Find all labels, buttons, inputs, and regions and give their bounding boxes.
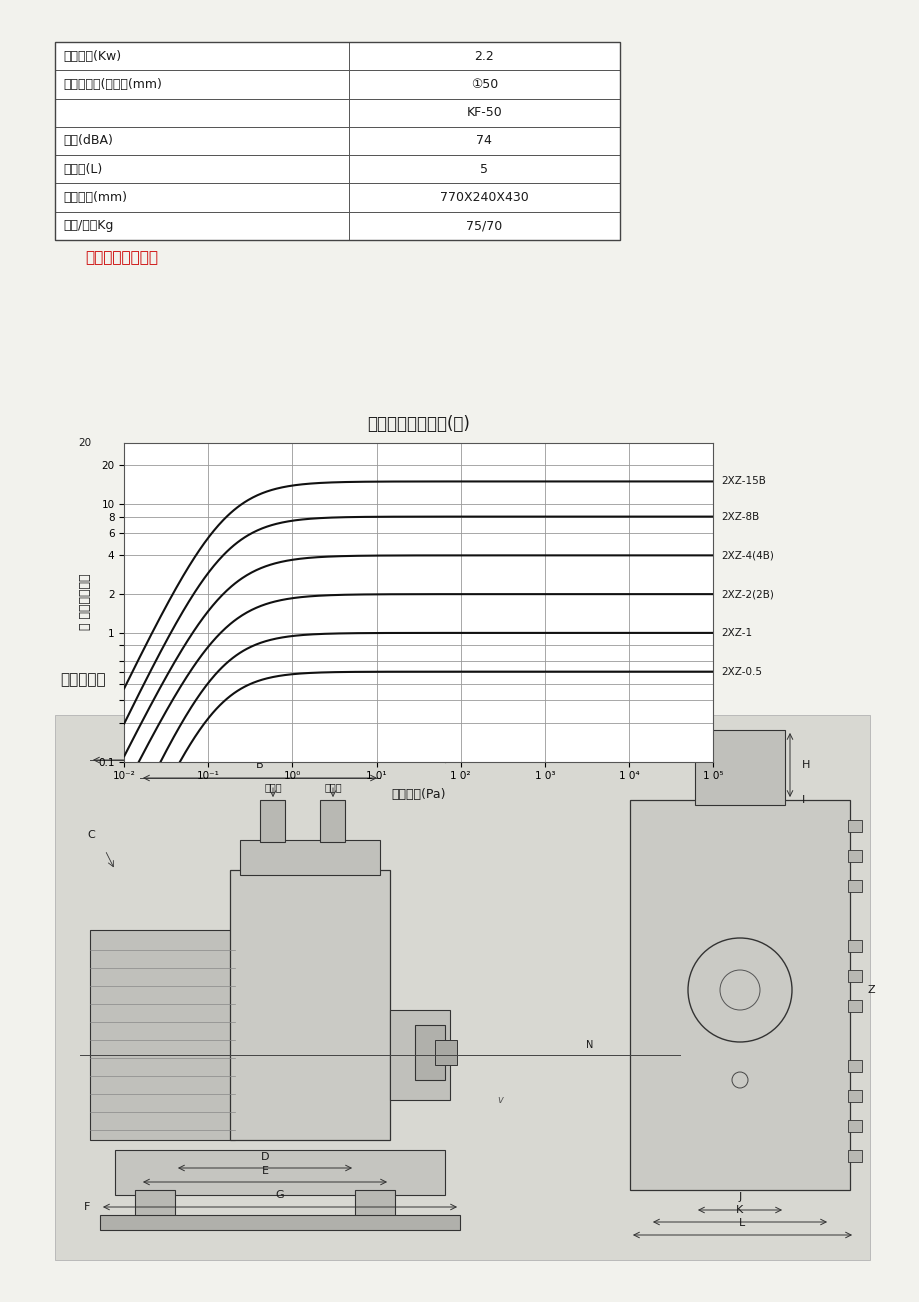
Text: L: L [738, 1217, 744, 1228]
Polygon shape [55, 212, 619, 240]
Title: 抽速特性曲线图图(四): 抽速特性曲线图图(四) [367, 415, 470, 432]
Text: 外形尺寸(mm): 外形尺寸(mm) [62, 191, 127, 204]
Polygon shape [55, 155, 619, 184]
Text: Z: Z [867, 986, 875, 995]
Polygon shape [100, 1215, 460, 1230]
Text: 2XZ-0.5: 2XZ-0.5 [720, 667, 762, 677]
Polygon shape [847, 1150, 861, 1161]
Polygon shape [390, 1010, 449, 1100]
Text: ①50: ①50 [471, 78, 497, 91]
Polygon shape [55, 126, 619, 155]
Text: 2XZ-15B: 2XZ-15B [720, 477, 766, 487]
Polygon shape [90, 930, 234, 1141]
Text: 770X240X430: 770X240X430 [439, 191, 528, 204]
Polygon shape [435, 1040, 457, 1065]
Text: B: B [255, 760, 264, 769]
Polygon shape [847, 880, 861, 892]
Text: I: I [801, 796, 804, 805]
Text: KF-50: KF-50 [466, 107, 502, 120]
Polygon shape [240, 840, 380, 875]
Polygon shape [55, 184, 619, 212]
Polygon shape [230, 870, 390, 1141]
Polygon shape [694, 730, 784, 805]
Text: 2XZ-4(4B): 2XZ-4(4B) [720, 551, 774, 560]
Text: v: v [496, 1095, 503, 1105]
Text: A: A [266, 742, 274, 753]
Text: 5: 5 [480, 163, 488, 176]
Polygon shape [847, 940, 861, 952]
Text: G: G [276, 1190, 284, 1200]
Polygon shape [55, 99, 619, 126]
Polygon shape [847, 820, 861, 832]
Polygon shape [55, 715, 869, 1260]
Text: 2XZ-8B: 2XZ-8B [720, 512, 759, 522]
Polygon shape [320, 799, 345, 842]
Text: 电机功率(Kw): 电机功率(Kw) [62, 49, 121, 62]
Polygon shape [260, 799, 285, 842]
Text: N: N [585, 1040, 593, 1049]
Text: 毛重/净重Kg: 毛重/净重Kg [62, 219, 113, 232]
Text: 排气口: 排气口 [264, 783, 281, 792]
Polygon shape [847, 1000, 861, 1012]
Polygon shape [414, 1025, 445, 1079]
Text: 进气口: 进气口 [323, 783, 342, 792]
Text: K: K [735, 1204, 743, 1215]
Text: H: H [801, 760, 810, 769]
Text: 容油量(L): 容油量(L) [62, 163, 102, 176]
Polygon shape [115, 1150, 445, 1195]
Text: 2XZ-2(2B): 2XZ-2(2B) [720, 589, 774, 599]
Polygon shape [55, 70, 619, 99]
Polygon shape [847, 1090, 861, 1101]
Polygon shape [847, 1120, 861, 1131]
Text: E: E [261, 1167, 268, 1176]
Text: 三、抽气速率曲线: 三、抽气速率曲线 [85, 250, 158, 266]
Polygon shape [847, 1060, 861, 1072]
Text: J: J [738, 1193, 741, 1202]
Polygon shape [55, 42, 619, 70]
Text: 20: 20 [79, 437, 92, 448]
Text: 进气口口径(外径）(mm): 进气口口径(外径）(mm) [62, 78, 162, 91]
Polygon shape [355, 1190, 394, 1220]
Text: D: D [260, 1152, 269, 1161]
Text: C: C [87, 829, 95, 840]
Text: 75/70: 75/70 [466, 219, 502, 232]
Polygon shape [847, 970, 861, 982]
Text: 2XZ-1: 2XZ-1 [720, 628, 752, 638]
Text: 外形尺寸图: 外形尺寸图 [60, 673, 106, 687]
Text: F: F [84, 1202, 90, 1212]
Text: 噪音(dBA): 噪音(dBA) [62, 134, 113, 147]
X-axis label: 入口压力(Pa): 入口压力(Pa) [391, 788, 446, 801]
Y-axis label: 抽 速（升／秒）: 抽 速（升／秒） [79, 574, 92, 630]
Text: 74: 74 [476, 134, 492, 147]
Polygon shape [847, 850, 861, 862]
Polygon shape [630, 799, 849, 1190]
Text: 2.2: 2.2 [474, 49, 494, 62]
Polygon shape [135, 1190, 175, 1220]
